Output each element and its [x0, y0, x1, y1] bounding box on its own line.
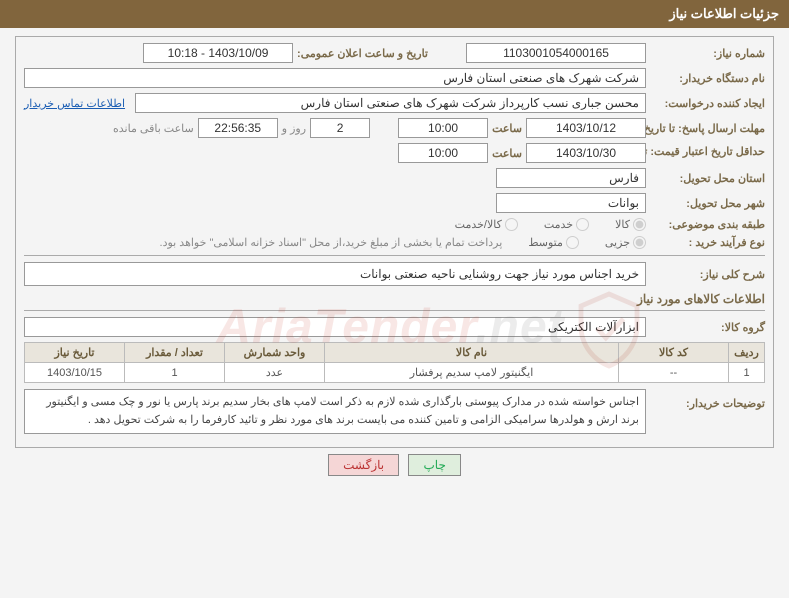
back-button[interactable]: بازگشت: [328, 454, 399, 476]
province-value: فارس: [496, 168, 646, 188]
td-qty: 1: [125, 363, 225, 383]
main-frame: شماره نیاز: 1103001054000165 تاریخ و ساع…: [15, 36, 774, 448]
button-row: چاپ بازگشت: [0, 454, 789, 476]
requester-label: ایجاد کننده درخواست:: [650, 97, 765, 110]
goods-group-label: گروه کالا:: [650, 321, 765, 334]
td-date: 1403/10/15: [25, 363, 125, 383]
city-label: شهر محل تحویل:: [650, 197, 765, 210]
td-code: --: [619, 363, 729, 383]
radio-goods-service-label: کالا/خدمت: [455, 218, 502, 231]
reply-time-value: 10:00: [398, 118, 488, 138]
remaining-label: ساعت باقی مانده: [113, 122, 194, 135]
td-unit: عدد: [225, 363, 325, 383]
table-row: 1 -- ایگنیتور لامپ سدیم پرفشار عدد 1 140…: [25, 363, 765, 383]
buyer-org-value: شرکت شهرک های صنعتی استان فارس: [24, 68, 646, 88]
radio-service-label: خدمت: [544, 218, 573, 231]
goods-group-value: ابزارآلات الکتریکی: [24, 317, 646, 337]
days-value: 2: [310, 118, 370, 138]
validity-date-value: 1403/10/30: [526, 143, 646, 163]
process-type-label: نوع فرآیند خرید :: [650, 236, 765, 249]
reply-deadline-label: مهلت ارسال پاسخ: تا تاریخ:: [650, 122, 765, 135]
general-desc-label: شرح کلی نیاز:: [650, 268, 765, 281]
th-unit: واحد شمارش: [225, 343, 325, 363]
radio-service[interactable]: خدمت: [544, 218, 589, 231]
requester-value: محسن جباری نسب کارپرداز شرکت شهرک های صن…: [135, 93, 646, 113]
th-qty: تعداد / مقدار: [125, 343, 225, 363]
radio-goods[interactable]: کالا: [615, 218, 646, 231]
remaining-time-value: 22:56:35: [198, 118, 278, 138]
th-date: تاریخ نیاز: [25, 343, 125, 363]
validity-label: حداقل تاریخ اعتبار قیمت: تا تاریخ:: [650, 146, 765, 159]
th-row: ردیف: [729, 343, 765, 363]
print-button[interactable]: چاپ: [408, 454, 460, 476]
td-name: ایگنیتور لامپ سدیم پرفشار: [325, 363, 619, 383]
buyer-contact-link[interactable]: اطلاعات تماس خریدار: [24, 97, 125, 110]
radio-medium-label: متوسط: [528, 236, 563, 249]
radio-goods-service[interactable]: کالا/خدمت: [455, 218, 518, 231]
th-code: کد کالا: [619, 343, 729, 363]
reply-date-value: 1403/10/12: [526, 118, 646, 138]
th-name: نام کالا: [325, 343, 619, 363]
days-and-label: روز و: [282, 122, 306, 135]
radio-goods-label: کالا: [615, 218, 630, 231]
payment-note: پرداخت تمام یا بخشی از مبلغ خرید،از محل …: [160, 236, 503, 249]
goods-table: ردیف کد کالا نام کالا واحد شمارش تعداد /…: [24, 342, 765, 383]
general-desc-value: خرید اجناس مورد نیاز جهت روشنایی ناحیه ص…: [24, 262, 646, 286]
time-label-1: ساعت: [492, 122, 522, 135]
buyer-notes-label: توضیحات خریدار:: [650, 389, 765, 410]
subject-class-label: طبقه بندی موضوعی:: [650, 218, 765, 231]
announce-value: 1403/10/09 - 10:18: [143, 43, 293, 63]
radio-partial-label: جزیی: [605, 236, 630, 249]
time-label-2: ساعت: [492, 147, 522, 160]
radio-medium[interactable]: متوسط: [528, 236, 579, 249]
radio-partial[interactable]: جزیی: [605, 236, 646, 249]
announce-label: تاریخ و ساعت اعلان عمومی:: [297, 47, 428, 60]
td-row: 1: [729, 363, 765, 383]
panel-title: جزئیات اطلاعات نیاز: [0, 0, 789, 28]
province-label: استان محل تحویل:: [650, 172, 765, 185]
goods-info-title: اطلاعات کالاهای مورد نیاز: [24, 292, 765, 306]
buyer-notes-value: اجناس خواسته شده در مدارک پیوستی بارگذار…: [24, 389, 646, 434]
need-no-value: 1103001054000165: [466, 43, 646, 63]
buyer-org-label: نام دستگاه خریدار:: [650, 72, 765, 85]
validity-time-value: 10:00: [398, 143, 488, 163]
city-value: بوانات: [496, 193, 646, 213]
need-no-label: شماره نیاز:: [650, 47, 765, 60]
